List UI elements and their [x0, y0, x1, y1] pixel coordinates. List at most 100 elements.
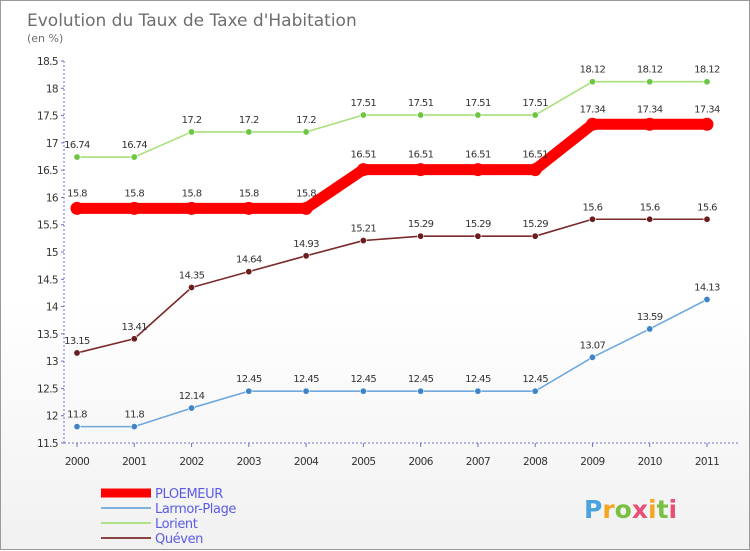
y-tick-label: 14 — [46, 302, 59, 314]
series-qu-ven: 13.15 13.41 14.35 14.64 14.93 15.21 15.29 15.29… — [64, 202, 718, 357]
y-tick-label: 14.5 — [37, 274, 58, 286]
data-point — [73, 153, 81, 161]
y-tick-label: 12.5 — [37, 383, 58, 395]
data-point — [73, 349, 81, 357]
data-label: 15.21 — [351, 224, 377, 235]
legend-item: Lorient — [101, 517, 198, 532]
y-tick-label: 17 — [46, 138, 58, 150]
y-tick-label: 16.5 — [37, 165, 58, 177]
series-larmor-plage: 11.8 11.8 12.14 12.45 12.45 12.45 12.45 12.45 12… — [67, 282, 721, 431]
logo-letter: i — [648, 495, 657, 524]
legend-label: Quéven — [155, 532, 203, 547]
data-label: 12.45 — [465, 374, 491, 385]
logo-letter: r — [602, 495, 615, 524]
y-tick-label: 13 — [46, 356, 58, 368]
data-point — [185, 201, 199, 215]
data-point — [643, 117, 657, 131]
y-tick-label: 13.5 — [37, 329, 58, 341]
data-label: 16.51 — [465, 150, 491, 161]
data-point — [359, 387, 367, 395]
legend-label: Lorient — [155, 517, 198, 532]
legend-item: PLOEMEUR — [101, 487, 224, 502]
x-tick-label: 2007 — [466, 456, 490, 468]
data-label: 17.2 — [296, 115, 316, 126]
y-tick-label: 12 — [46, 411, 58, 423]
data-point — [588, 215, 596, 223]
data-point — [474, 387, 482, 395]
data-point — [188, 404, 196, 412]
y-axis-unit: (en %) — [27, 32, 63, 45]
data-label: 18.12 — [694, 65, 720, 76]
x-tick-label: 2003 — [237, 456, 261, 468]
series-layer: 11.8 11.8 12.14 12.45 12.45 12.45 12.45 12.45 12… — [64, 65, 721, 431]
data-point — [359, 111, 367, 119]
data-point — [703, 215, 711, 223]
legend-item: Larmor-Plage — [101, 502, 237, 517]
data-point — [302, 128, 310, 136]
data-label: 15.6 — [697, 202, 717, 213]
data-label: 12.45 — [236, 374, 262, 385]
data-point — [359, 237, 367, 245]
data-point — [417, 232, 425, 240]
data-label: 14.64 — [236, 255, 262, 266]
data-label: 16.51 — [408, 150, 434, 161]
y-tick-label: 15.5 — [37, 220, 58, 232]
x-tick-label: 2006 — [408, 456, 433, 468]
data-point — [528, 163, 542, 177]
series-line — [76, 80, 708, 158]
data-point — [531, 387, 539, 395]
data-label: 15.8 — [124, 188, 144, 199]
logo-letter: i — [669, 495, 678, 524]
data-label: 13.07 — [580, 340, 606, 351]
logo-letter: o — [615, 495, 632, 524]
data-label: 17.34 — [694, 104, 720, 115]
x-tick-label: 2004 — [294, 456, 319, 468]
series-ploemeur: 15.8 15.8 15.8 15.8 15.8 16.51 16.51 16.51 16.51… — [67, 104, 721, 215]
data-point — [302, 387, 310, 395]
data-point — [188, 128, 196, 136]
legend-label: Larmor-Plage — [155, 502, 236, 517]
chart-title: Evolution du Taux de Taxe d'Habitation — [27, 11, 357, 31]
data-label: 17.34 — [580, 104, 606, 115]
x-tick-label: 2009 — [580, 456, 604, 468]
data-label: 17.51 — [522, 98, 548, 109]
series-line — [76, 218, 708, 354]
x-tick-label: 2010 — [638, 456, 662, 468]
data-label: 14.13 — [694, 282, 720, 293]
data-point — [703, 78, 711, 86]
data-label: 12.45 — [408, 374, 434, 385]
data-point — [70, 201, 84, 215]
data-label: 11.8 — [124, 410, 144, 421]
data-point — [414, 163, 428, 177]
data-label: 12.45 — [351, 374, 377, 385]
data-point — [73, 423, 81, 431]
data-label: 14.93 — [293, 239, 319, 250]
data-label: 15.8 — [67, 188, 87, 199]
data-label: 18.12 — [580, 65, 606, 76]
x-tick-label: 2001 — [122, 456, 146, 468]
data-label: 16.74 — [121, 140, 147, 151]
data-label: 15.6 — [583, 202, 603, 213]
data-point — [356, 163, 370, 177]
x-tick-label: 2005 — [351, 456, 375, 468]
data-label: 15.8 — [182, 188, 202, 199]
data-label: 17.34 — [637, 104, 663, 115]
data-label: 12.14 — [179, 391, 205, 402]
data-label: 16.74 — [64, 140, 90, 151]
data-point — [188, 283, 196, 291]
data-point — [700, 117, 714, 131]
data-label: 16.51 — [522, 150, 548, 161]
data-label: 13.59 — [637, 312, 663, 323]
data-point — [127, 201, 141, 215]
data-point — [245, 268, 253, 276]
y-tick-label: 18 — [46, 83, 58, 95]
y-tick-label: 18.5 — [37, 56, 58, 68]
data-point — [302, 252, 310, 260]
data-point — [242, 201, 256, 215]
data-label: 15.29 — [408, 219, 434, 230]
data-label: 14.35 — [179, 270, 205, 281]
x-tick-label: 2008 — [523, 456, 547, 468]
data-label: 12.45 — [293, 374, 319, 385]
data-label: 17.2 — [182, 115, 202, 126]
